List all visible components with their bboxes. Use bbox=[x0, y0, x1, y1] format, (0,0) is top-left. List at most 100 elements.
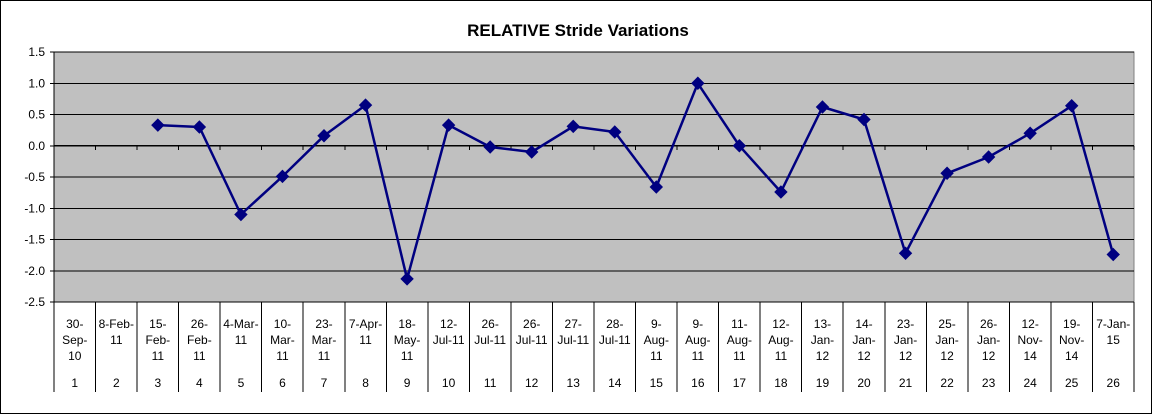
data-point bbox=[524, 145, 539, 159]
x-tick-label-date: 28- bbox=[606, 317, 623, 331]
x-tick-label-index: 7 bbox=[321, 376, 328, 390]
x-tick-label-date: 15- bbox=[149, 317, 166, 331]
y-tick-label: 0.0 bbox=[28, 139, 45, 153]
x-tick-label-date: 27- bbox=[565, 317, 582, 331]
x-tick-label-date: Jul-11 bbox=[433, 333, 465, 347]
data-point bbox=[732, 139, 747, 153]
x-tick-label-date: Aug- bbox=[768, 333, 793, 347]
data-point bbox=[940, 166, 954, 180]
x-tick-label-date: 26- bbox=[523, 317, 540, 331]
x-tick-label-date: 11 bbox=[276, 349, 289, 363]
data-point bbox=[1023, 126, 1037, 140]
x-tick-label-date: Jan- bbox=[852, 333, 875, 347]
x-tick-label-date: 11 bbox=[775, 349, 788, 363]
x-tick-label-date: Jul-11 bbox=[516, 333, 548, 347]
data-point bbox=[400, 272, 414, 286]
x-tick-label-index: 26 bbox=[1107, 376, 1121, 390]
data-point bbox=[898, 246, 913, 260]
x-tick-label-date: Aug- bbox=[727, 333, 752, 347]
x-tick-label-date: 30- bbox=[66, 317, 83, 331]
x-tick-label-index: 11 bbox=[484, 376, 497, 390]
data-point bbox=[1106, 247, 1120, 262]
chart-title: RELATIVE Stride Variations bbox=[467, 21, 689, 40]
x-tick-label-date: 26- bbox=[481, 317, 498, 331]
x-tick-label-index: 6 bbox=[279, 376, 286, 390]
x-tick-label-index: 20 bbox=[857, 376, 871, 390]
x-tick-label-date: 14 bbox=[1065, 349, 1079, 363]
x-tick-label-index: 21 bbox=[899, 376, 913, 390]
data-point bbox=[608, 125, 622, 139]
x-tick-label-date: 12 bbox=[857, 349, 871, 363]
x-tick-label-date: 12- bbox=[772, 317, 789, 331]
x-tick-label-date: 11 bbox=[650, 349, 663, 363]
x-tick-label-date: Nov- bbox=[1017, 333, 1042, 347]
x-tick-label-index: 18 bbox=[774, 376, 788, 390]
x-tick-label-date: 11 bbox=[152, 349, 165, 363]
data-point bbox=[1064, 99, 1079, 113]
x-tick-label-date: 11 bbox=[235, 333, 248, 347]
x-tick-label-date: Feb- bbox=[146, 333, 171, 347]
x-tick-label-date: 4-Mar- bbox=[223, 317, 258, 331]
x-tick-label-date: May- bbox=[394, 333, 421, 347]
x-tick-label-date: 10- bbox=[274, 317, 291, 331]
data-point bbox=[275, 169, 290, 184]
x-tick-label-date: 26- bbox=[980, 317, 997, 331]
y-tick-label: 0.5 bbox=[28, 108, 45, 122]
data-point bbox=[566, 119, 580, 134]
x-tick-label-date: 8-Feb- bbox=[99, 317, 134, 331]
x-tick-label-date: 14- bbox=[855, 317, 872, 331]
x-tick-label-index: 9 bbox=[404, 376, 411, 390]
x-tick-label-date: 26- bbox=[191, 317, 208, 331]
x-tick-label-date: 11 bbox=[692, 349, 705, 363]
data-point bbox=[317, 129, 331, 143]
x-tick-label-index: 24 bbox=[1023, 376, 1037, 390]
y-tick-label: -2.5 bbox=[24, 295, 45, 309]
x-tick-label-date: Jul-11 bbox=[557, 333, 589, 347]
x-tick-label-date: 11 bbox=[401, 349, 414, 363]
x-tick-label-date: 12- bbox=[440, 317, 457, 331]
x-tick-label-date: Mar- bbox=[270, 333, 295, 347]
x-tick-label-date: 11- bbox=[731, 317, 747, 331]
x-tick-label-index: 10 bbox=[442, 376, 456, 390]
x-tick-label-date: 13- bbox=[814, 317, 831, 331]
x-tick-label-date: 9- bbox=[651, 317, 662, 331]
x-tick-label-date: Sep- bbox=[62, 333, 87, 347]
x-tick-label-index: 2 bbox=[113, 376, 120, 390]
y-tick-label: 1.5 bbox=[28, 45, 45, 59]
data-point bbox=[857, 112, 871, 127]
x-tick-label-date: Jan- bbox=[977, 333, 1000, 347]
x-tick-label-date: 14 bbox=[1023, 349, 1037, 363]
y-tick-label: 1.0 bbox=[28, 76, 45, 90]
x-tick-label-date: Aug- bbox=[685, 333, 710, 347]
x-tick-label-index: 4 bbox=[196, 376, 203, 390]
x-tick-label-date: 12 bbox=[940, 349, 954, 363]
x-tick-label-date: 7-Jan- bbox=[1096, 317, 1130, 331]
x-tick-label-date: 23- bbox=[315, 317, 332, 331]
x-tick-label-date: 11 bbox=[110, 333, 123, 347]
x-tick-label-date: 9- bbox=[693, 317, 704, 331]
x-tick-label-index: 13 bbox=[567, 376, 581, 390]
x-tick-label-index: 15 bbox=[650, 376, 664, 390]
gridlines bbox=[53, 51, 1135, 303]
x-tick-label-index: 14 bbox=[608, 376, 622, 390]
x-tick-label-date: Jul-11 bbox=[474, 333, 506, 347]
data-point bbox=[815, 100, 830, 114]
x-tick-label-index: 16 bbox=[691, 376, 705, 390]
x-tick-label-date: 11 bbox=[733, 349, 746, 363]
data-point bbox=[691, 76, 705, 90]
x-tick-label-date: 11 bbox=[359, 333, 372, 347]
x-tick-label-index: 25 bbox=[1065, 376, 1079, 390]
series-path bbox=[157, 82, 1115, 281]
x-tick-label-index: 8 bbox=[362, 376, 369, 390]
x-tick-label-date: 23- bbox=[897, 317, 914, 331]
x-tick-label-index: 22 bbox=[940, 376, 954, 390]
x-tick-label-index: 5 bbox=[238, 376, 245, 390]
y-tick-label: -1.0 bbox=[24, 201, 45, 215]
x-tick-label-date: 12 bbox=[982, 349, 996, 363]
x-tick-label-date: 7-Apr- bbox=[349, 317, 382, 331]
x-tick-label-index: 1 bbox=[71, 376, 78, 390]
x-tick-label-index: 12 bbox=[525, 376, 539, 390]
x-tick-label-date: Jan- bbox=[811, 333, 834, 347]
y-tick-label: -1.5 bbox=[24, 233, 45, 247]
